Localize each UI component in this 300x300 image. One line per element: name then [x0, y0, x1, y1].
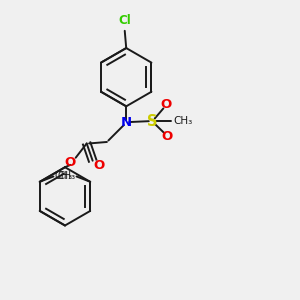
Text: CH₃: CH₃: [173, 116, 192, 126]
Text: O: O: [162, 130, 173, 143]
Text: CH₃: CH₃: [55, 171, 73, 181]
Text: CH₃: CH₃: [57, 171, 75, 181]
Text: N: N: [121, 116, 132, 129]
Text: O: O: [94, 159, 105, 172]
Text: S: S: [147, 114, 158, 129]
Text: O: O: [161, 98, 172, 111]
Text: Cl: Cl: [118, 14, 131, 27]
Text: O: O: [65, 156, 76, 169]
